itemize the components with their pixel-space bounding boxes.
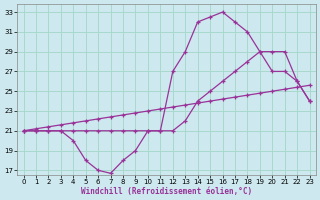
X-axis label: Windchill (Refroidissement éolien,°C): Windchill (Refroidissement éolien,°C) [81, 187, 252, 196]
